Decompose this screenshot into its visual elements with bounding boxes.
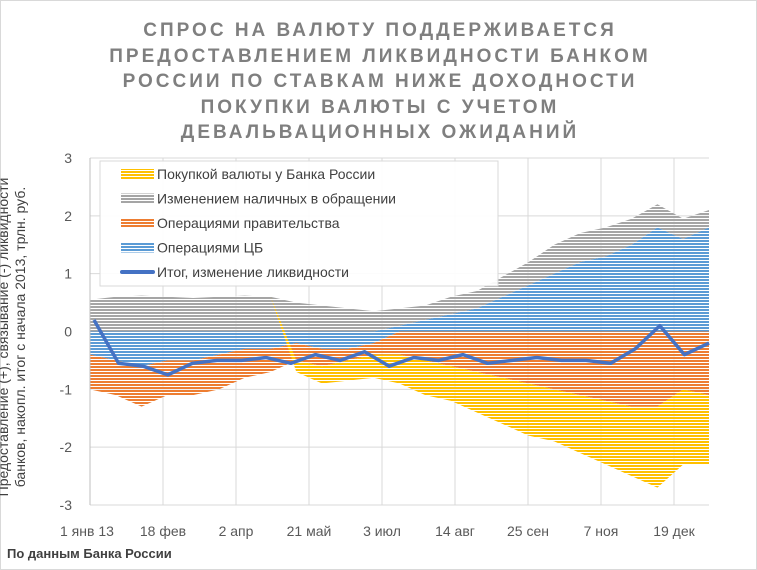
x-tick-label: 1 янв 13 xyxy=(60,523,114,539)
legend-label: Итог, изменение ликвидности xyxy=(157,264,349,280)
y-tick-label: 1 xyxy=(64,266,72,282)
source-note: По данным Банка России xyxy=(7,546,172,561)
legend-label: Операциями правительства xyxy=(157,215,340,231)
legend-box xyxy=(99,160,499,287)
legend-swatch xyxy=(121,169,154,179)
legend-swatch xyxy=(121,218,154,228)
y-tick-label: -3 xyxy=(60,497,73,513)
y-tick-label: -1 xyxy=(60,381,73,397)
chart-title: СПРОС НА ВАЛЮТУ ПОДДЕРЖИВАЕТСЯ ПРЕДОСТАВ… xyxy=(109,20,651,143)
area-cash xyxy=(90,204,709,332)
x-tick-label: 3 июл xyxy=(363,523,401,539)
total-liquidity-line xyxy=(92,319,710,377)
x-tick-label: 19 дек xyxy=(653,523,695,539)
legend-label: Покупкой валюты у Банка России xyxy=(157,166,375,182)
y-tick-label: -2 xyxy=(60,439,73,455)
y-tick-label: 2 xyxy=(64,208,72,224)
area-fx-purchase xyxy=(90,295,709,488)
x-tick-label: 21 май xyxy=(287,523,332,539)
legend-label: Изменением наличных в обращении xyxy=(157,191,396,207)
x-tick-label: 7 ноя xyxy=(584,523,619,539)
legend-swatch xyxy=(121,193,154,204)
y-tick-label: 0 xyxy=(64,324,72,340)
legend-swatch xyxy=(121,242,154,253)
x-tick-label: 18 фев xyxy=(140,523,186,539)
y-tick-label: 3 xyxy=(64,150,72,166)
x-tick-label: 2 апр xyxy=(219,523,254,539)
x-tick-label: 25 сен xyxy=(507,523,549,539)
x-tick-label: 14 авг xyxy=(435,523,475,539)
area-government xyxy=(90,331,709,407)
legend-label: Операциями ЦБ xyxy=(157,240,263,256)
